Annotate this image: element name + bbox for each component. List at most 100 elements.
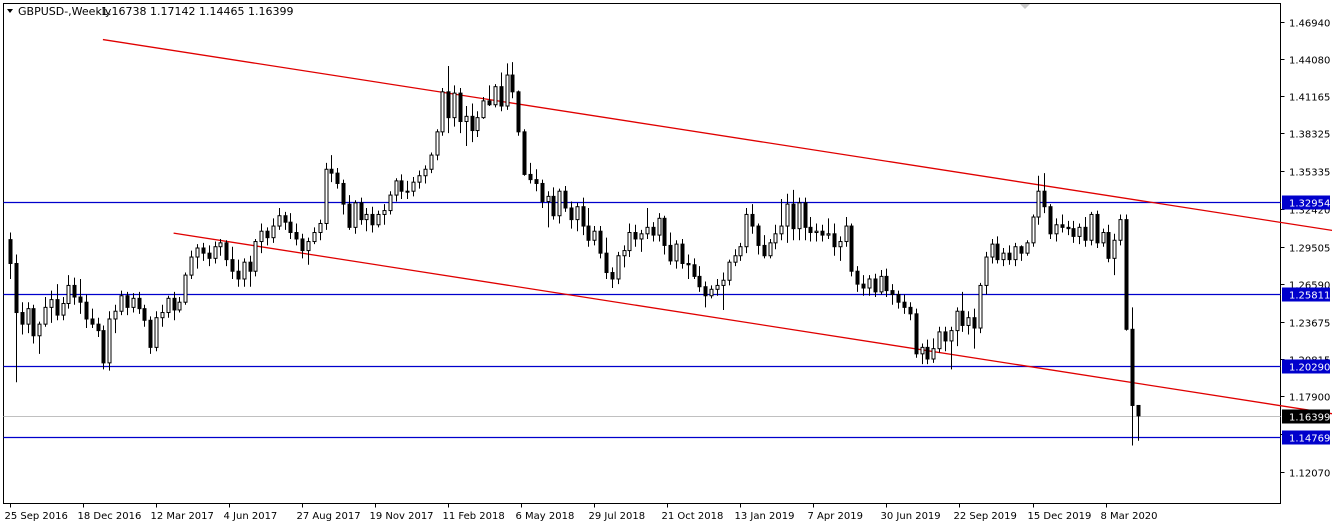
candle [616, 251, 621, 285]
candle [528, 162, 533, 184]
level-label: 1.20290 [1289, 363, 1330, 374]
candle [586, 207, 591, 247]
candle [516, 90, 521, 136]
shift-marker-icon[interactable] [1020, 4, 1030, 9]
trendlines [102, 38, 1332, 420]
candle-body-up [546, 195, 551, 203]
candle-body-down [522, 131, 527, 175]
horizontal-levels [3, 201, 1281, 439]
candle [341, 179, 346, 215]
candle [429, 152, 434, 174]
candle [452, 85, 457, 127]
candle [230, 246, 235, 279]
candle [294, 223, 299, 246]
candle-body-down [803, 202, 808, 228]
candle [481, 96, 486, 119]
candle-body-down [686, 262, 691, 266]
candle [493, 84, 498, 108]
candle [1036, 175, 1041, 225]
x-tick-label: 7 Apr 2019 [808, 511, 863, 522]
candle [949, 326, 954, 370]
candle-body-up [1101, 232, 1106, 244]
x-tick-label: 21 Oct 2018 [662, 511, 724, 522]
candle-body-down [756, 225, 761, 246]
y-tick-label: 1.44080 [1289, 56, 1330, 67]
trendline[interactable] [102, 38, 1332, 243]
candle [1019, 245, 1024, 261]
candle-body-down [294, 232, 299, 240]
candle-body-down [528, 173, 533, 181]
candle [43, 297, 48, 327]
candle-body-up [423, 168, 428, 177]
candle-body-up [744, 213, 749, 248]
current-price-bg [1282, 409, 1330, 424]
candle-body-down [563, 190, 568, 209]
candle-body-up [382, 210, 387, 215]
trendline[interactable] [173, 232, 1332, 420]
level-label-bg [1282, 287, 1330, 302]
candle-body-up [721, 279, 726, 286]
candle [1060, 214, 1065, 233]
candle [142, 304, 147, 327]
candle-body-up [61, 302, 66, 316]
candle [1112, 233, 1117, 276]
candle [668, 232, 673, 265]
candle [814, 223, 819, 242]
candle-body-down [335, 172, 340, 184]
candle-body-up [937, 331, 942, 350]
symbol-menu-icon[interactable] [7, 9, 13, 13]
candle [931, 338, 936, 363]
candle [458, 87, 463, 134]
candle [937, 326, 942, 353]
candle [382, 204, 387, 225]
candle-body-up [738, 246, 743, 257]
candle [224, 240, 229, 267]
y-axis: 1.46940 1.44080 1.41165 1.38325 1.35335 1.324… [1280, 19, 1330, 480]
current-price-label: 1.16399 [1289, 413, 1330, 424]
y-tick-label: 1.41165 [1289, 93, 1330, 104]
candle-body-down [1130, 328, 1135, 406]
level-label: 1.14769 [1289, 434, 1330, 445]
candle-body-up [417, 175, 422, 183]
candle-body-down [96, 323, 101, 332]
candle-body-down [598, 230, 603, 254]
ohlc-open: 1.16738 [101, 5, 147, 18]
candle-body-down [370, 213, 375, 226]
candle [551, 187, 556, 220]
y-tick-label: 1.23675 [1289, 319, 1330, 330]
candle-body-down [230, 259, 235, 272]
candle [966, 311, 971, 335]
candle-body-down [90, 318, 95, 325]
candle-body-up [66, 284, 71, 304]
candle-body-up [616, 255, 621, 280]
candle [177, 297, 182, 313]
candle [1083, 217, 1088, 247]
candle-body-up [452, 92, 457, 119]
candle-body-down [329, 168, 334, 174]
candle-body-down [604, 252, 609, 274]
candle-body-down [458, 92, 463, 123]
candle [318, 219, 323, 241]
candle-body-up [429, 154, 434, 170]
candle [8, 232, 13, 279]
y-tick-label: 1.26590 [1289, 281, 1330, 292]
candle-body-up [435, 131, 440, 156]
candle-body-down [148, 319, 153, 348]
candle-body-up [312, 232, 317, 243]
candle [347, 195, 352, 230]
candle-body-up [119, 295, 124, 312]
candle-body-down [902, 301, 907, 308]
candle [335, 167, 340, 189]
candle [697, 266, 702, 292]
candle-body-up [411, 181, 416, 192]
candle [546, 191, 551, 228]
candle-body-up [627, 232, 632, 252]
x-tick-label: 11 Feb 2018 [443, 511, 505, 522]
candle-body-up [242, 261, 247, 280]
candle-body-down [610, 272, 615, 280]
candle-body-up [1089, 213, 1094, 241]
candle [662, 215, 667, 255]
candle-body-down [808, 226, 813, 234]
candle-body-down [283, 215, 288, 223]
